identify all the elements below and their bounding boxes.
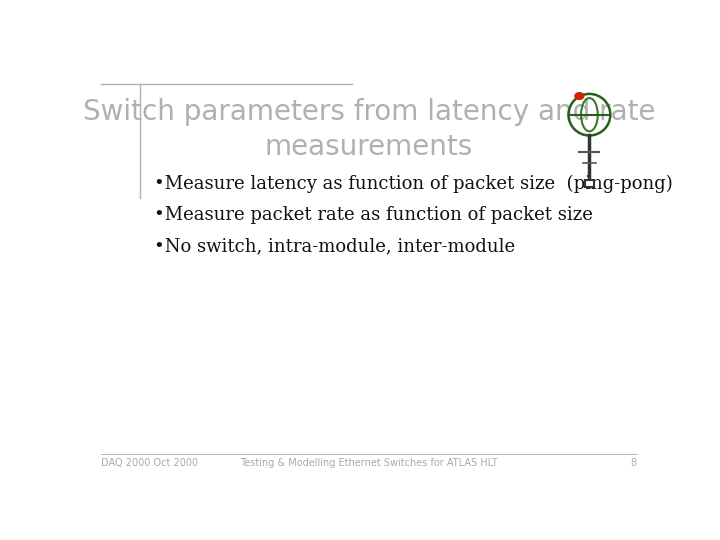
- Text: Switch parameters from latency and rate
measurements: Switch parameters from latency and rate …: [83, 98, 655, 161]
- Text: •No switch, intra-module, inter-module: •No switch, intra-module, inter-module: [154, 238, 516, 255]
- Text: 8: 8: [631, 458, 637, 468]
- Circle shape: [575, 93, 584, 99]
- Text: DAQ 2000 Oct 2000: DAQ 2000 Oct 2000: [101, 458, 198, 468]
- Text: •Measure latency as function of packet size  (ping-pong): •Measure latency as function of packet s…: [154, 175, 673, 193]
- Text: •Measure packet rate as function of packet size: •Measure packet rate as function of pack…: [154, 206, 593, 224]
- Bar: [585, 180, 594, 187]
- Text: Testing & Modelling Ethernet Switches for ATLAS HLT: Testing & Modelling Ethernet Switches fo…: [240, 458, 498, 468]
